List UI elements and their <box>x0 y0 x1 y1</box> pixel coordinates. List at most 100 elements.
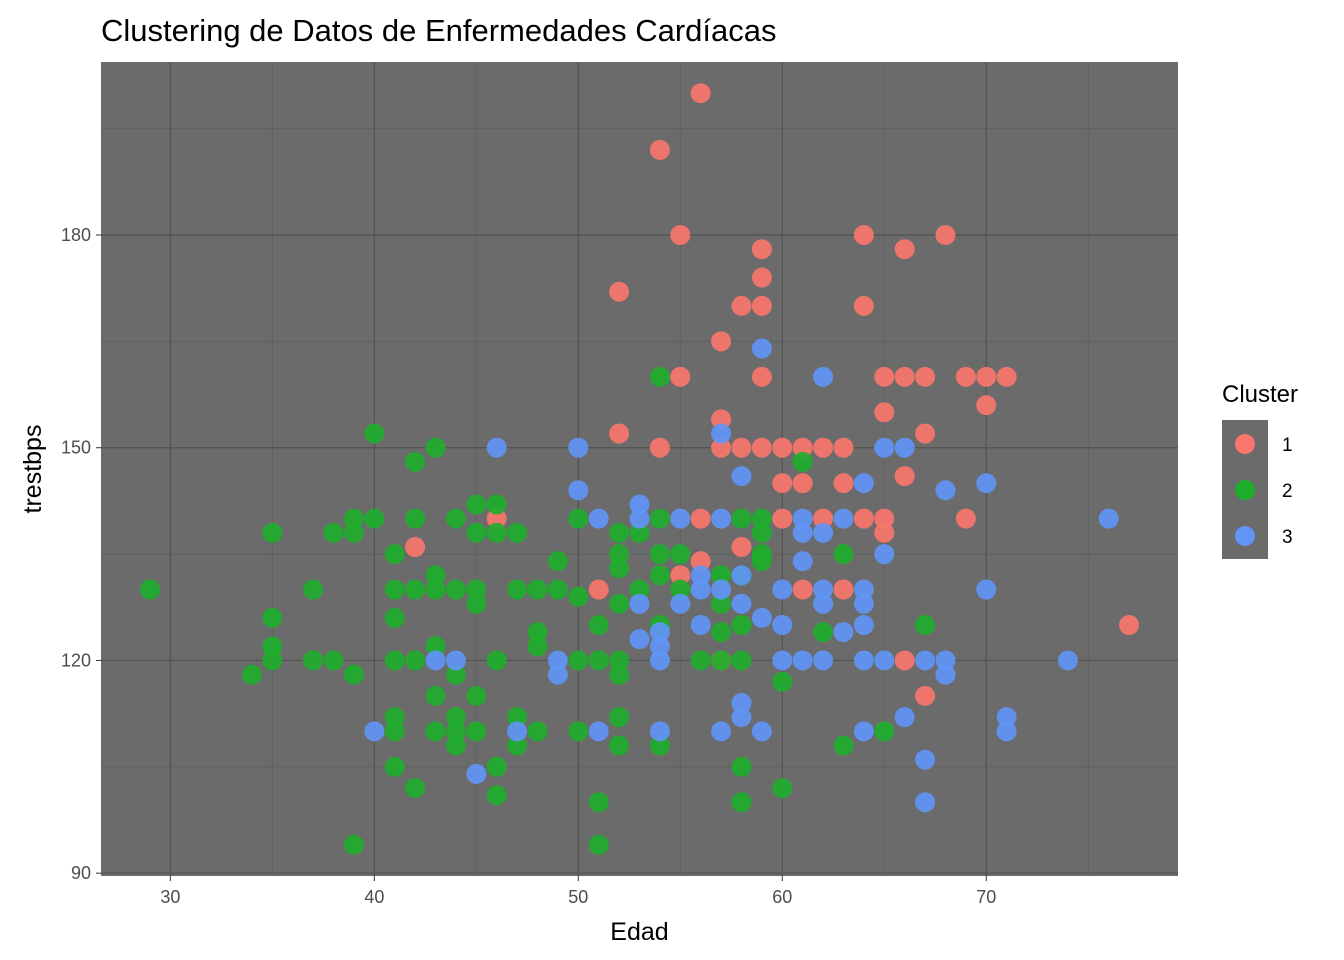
data-point-cluster-3 <box>690 565 711 586</box>
data-point-cluster-1 <box>792 437 813 458</box>
data-point-cluster-2 <box>588 792 609 813</box>
data-point-cluster-2 <box>343 508 364 529</box>
data-point-cluster-3 <box>935 650 956 671</box>
data-point-cluster-1 <box>405 536 426 557</box>
data-point-cluster-2 <box>486 785 507 806</box>
data-point-cluster-1 <box>915 423 936 444</box>
data-point-cluster-1 <box>894 650 915 671</box>
data-point-cluster-2 <box>445 707 466 728</box>
data-point-cluster-3 <box>915 792 936 813</box>
data-point-cluster-2 <box>547 579 568 600</box>
data-point-cluster-3 <box>813 522 834 543</box>
data-point-cluster-1 <box>609 281 630 302</box>
data-point-cluster-1 <box>792 473 813 494</box>
data-point-cluster-3 <box>813 593 834 614</box>
legend-key-3 <box>1235 526 1255 546</box>
y-axis-ticks: 90 120 150 180 <box>61 225 101 883</box>
data-point-cluster-3 <box>1098 508 1119 529</box>
data-point-cluster-3 <box>731 466 752 487</box>
y-tick-label: 90 <box>71 863 91 883</box>
data-point-cluster-1 <box>711 437 732 458</box>
data-point-cluster-3 <box>649 622 670 643</box>
data-point-cluster-2 <box>547 551 568 572</box>
grid-major <box>101 62 1178 876</box>
data-point-cluster-3 <box>853 650 874 671</box>
data-point-cluster-1 <box>894 366 915 387</box>
data-point-cluster-3 <box>792 551 813 572</box>
data-point-cluster-2 <box>466 522 487 543</box>
data-point-cluster-1 <box>751 366 772 387</box>
data-point-cluster-3 <box>629 494 650 515</box>
x-tick-label: 30 <box>160 887 180 907</box>
data-point-cluster-2 <box>751 551 772 572</box>
data-point-cluster-2 <box>527 636 548 657</box>
data-point-cluster-1 <box>833 579 854 600</box>
data-point-cluster-1 <box>813 437 834 458</box>
data-point-cluster-3 <box>547 650 568 671</box>
data-point-cluster-1 <box>772 508 793 529</box>
data-point-cluster-2 <box>384 579 405 600</box>
data-point-cluster-2 <box>649 544 670 565</box>
data-point-cluster-1 <box>833 437 854 458</box>
data-point-cluster-3 <box>690 614 711 635</box>
data-point-cluster-2 <box>507 707 528 728</box>
data-point-cluster-2 <box>262 636 283 657</box>
data-point-cluster-2 <box>711 650 732 671</box>
data-point-cluster-1 <box>813 508 834 529</box>
data-point-cluster-1 <box>711 331 732 352</box>
data-point-cluster-2 <box>405 579 426 600</box>
data-point-cluster-1 <box>751 437 772 458</box>
data-point-cluster-2 <box>384 721 405 742</box>
data-point-cluster-2 <box>405 508 426 529</box>
data-point-cluster-3 <box>629 629 650 650</box>
data-point-cluster-2 <box>731 650 752 671</box>
data-point-cluster-3 <box>731 692 752 713</box>
x-tick-label: 40 <box>364 887 384 907</box>
data-point-cluster-3 <box>751 338 772 359</box>
data-point-cluster-3 <box>711 508 732 529</box>
x-tick-label: 50 <box>568 887 588 907</box>
data-point-cluster-2 <box>833 544 854 565</box>
data-point-cluster-1 <box>649 437 670 458</box>
chart-title: Clustering de Datos de Enfermedades Card… <box>101 13 776 48</box>
data-point-cluster-3 <box>874 544 895 565</box>
data-point-cluster-2 <box>262 650 283 671</box>
data-point-cluster-2 <box>445 735 466 756</box>
data-point-cluster-1 <box>731 437 752 458</box>
data-point-cluster-2 <box>568 586 589 607</box>
legend-entries: 1 2 3 <box>1235 434 1293 548</box>
data-point-cluster-3 <box>772 579 793 600</box>
data-point-cluster-2 <box>241 664 262 685</box>
data-point-cluster-2 <box>486 650 507 671</box>
data-point-cluster-1 <box>751 239 772 260</box>
data-point-cluster-2 <box>445 508 466 529</box>
data-point-cluster-2 <box>405 778 426 799</box>
data-point-cluster-2 <box>609 544 630 565</box>
plot-panel <box>101 62 1178 876</box>
data-point-cluster-3 <box>670 508 691 529</box>
data-point-cluster-3 <box>649 636 670 657</box>
data-point-cluster-3 <box>853 593 874 614</box>
y-tick-label: 180 <box>61 225 91 245</box>
data-point-cluster-3 <box>853 579 874 600</box>
data-point-cluster-2 <box>731 614 752 635</box>
data-point-cluster-2 <box>649 508 670 529</box>
data-point-cluster-2 <box>384 707 405 728</box>
data-point-cluster-3 <box>364 721 385 742</box>
data-point-cluster-2 <box>690 650 711 671</box>
data-point-cluster-1 <box>486 508 507 529</box>
data-point-cluster-3 <box>629 508 650 529</box>
data-point-cluster-2 <box>466 494 487 515</box>
data-point-cluster-2 <box>670 579 691 600</box>
data-point-cluster-2 <box>466 579 487 600</box>
data-point-cluster-3 <box>731 565 752 586</box>
data-point-cluster-1 <box>915 366 936 387</box>
data-point-cluster-2 <box>772 671 793 692</box>
data-point-cluster-3 <box>731 707 752 728</box>
data-point-cluster-3 <box>588 508 609 529</box>
data-point-cluster-2 <box>588 650 609 671</box>
data-point-cluster-2 <box>751 508 772 529</box>
data-point-cluster-3 <box>894 437 915 458</box>
data-point-cluster-2 <box>139 579 160 600</box>
